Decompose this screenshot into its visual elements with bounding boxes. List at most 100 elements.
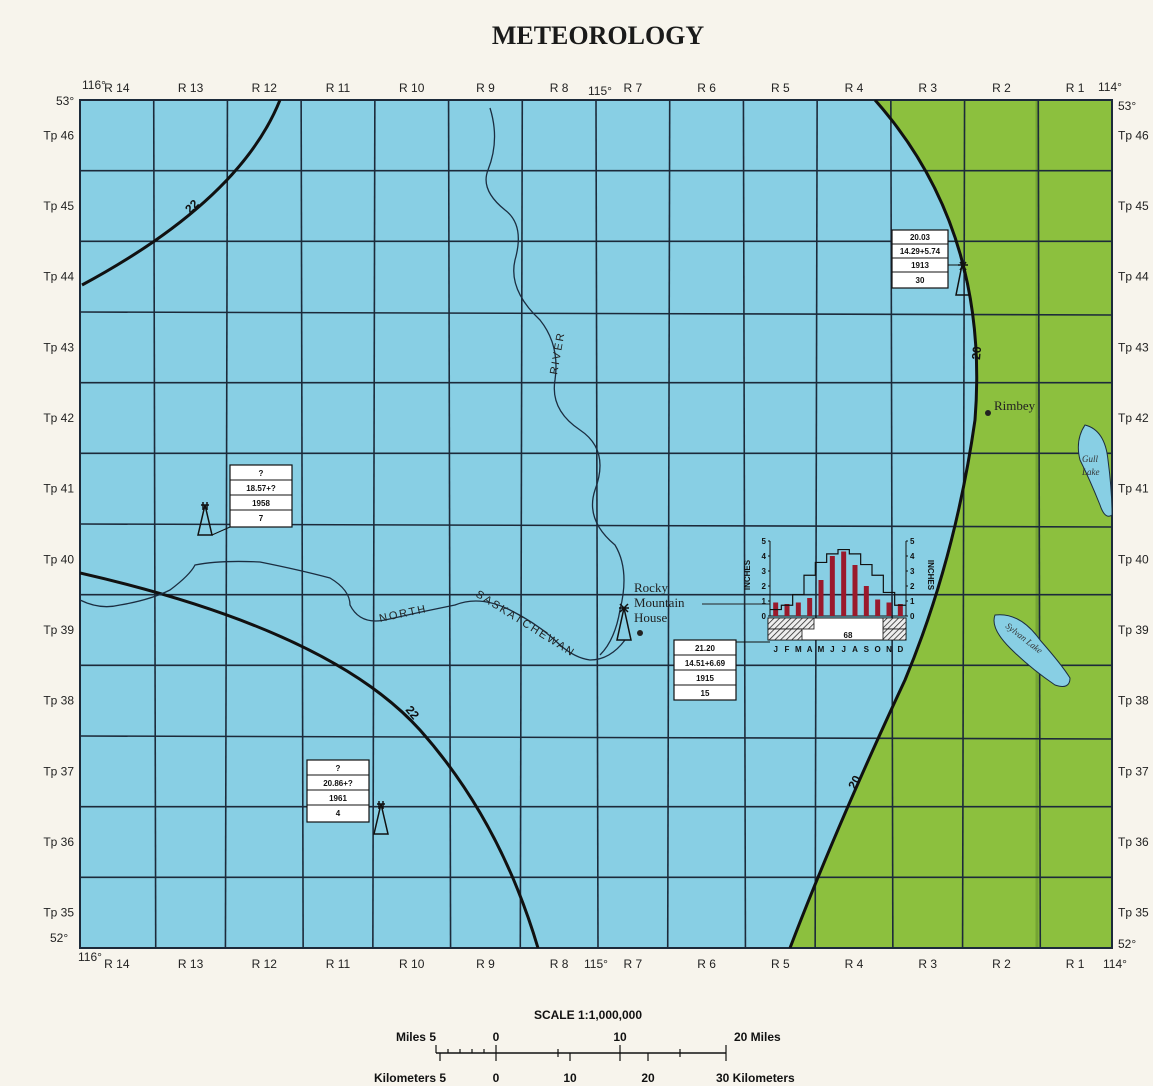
scale-miles-left: Miles 5	[396, 1030, 436, 1044]
ytick-right: 0	[910, 612, 915, 621]
sylvan-lake	[993, 614, 1071, 687]
township-label: Tp 35	[43, 906, 74, 920]
isohyet-20-east	[788, 100, 979, 948]
township-label: Tp 39	[43, 623, 74, 637]
frost-free-days: 68	[844, 631, 853, 640]
precip-bar	[841, 551, 847, 616]
range-label: R 7	[624, 81, 643, 95]
range-label: R 5	[771, 957, 790, 971]
lon-116-top: 116°	[82, 78, 106, 92]
isohyet-22-southwest	[80, 571, 540, 948]
gull-lake-label-2: Lake	[1081, 467, 1100, 477]
rimbey-rain-snow: 14.29+5.74	[900, 247, 941, 256]
rocky-annual-total: 21.20	[695, 644, 716, 653]
range-label: R 3	[918, 957, 937, 971]
station-box-rimbey: 20.03 14.29+5.74 1913 30	[891, 229, 960, 289]
zone-dry-region	[790, 100, 1112, 948]
township-labels-left: Tp 46 Tp 45 Tp 44 Tp 43 Tp 42 Tp 41 Tp 40 Tp 39…	[43, 128, 74, 919]
ytick-left: 5	[762, 537, 767, 546]
range-labels-bottom: R 14 R 13 R 12 R 11 R 10 R 9 R 8 R 7 R 6 R 5 R 4 R …	[104, 957, 1085, 971]
west-years: 7	[259, 514, 264, 523]
range-labels-top: R 14 R 13 R 12 R 11 R 10 R 9 R 8 R 7 R 6 R 5 R 4 R …	[104, 81, 1085, 95]
township-label: Tp 44	[43, 270, 74, 284]
scale-miles-10: 10	[613, 1030, 627, 1044]
range-label: R 7	[624, 957, 643, 971]
township-label: Tp 38	[1118, 694, 1149, 708]
range-label: R 12	[252, 957, 278, 971]
river-north-branch	[485, 107, 625, 656]
range-label: R 10	[399, 81, 425, 95]
station-box-west: ? 18.57+? 1958 7	[211, 464, 293, 536]
range-label: R 3	[918, 81, 937, 95]
west-start-year: 1958	[252, 499, 270, 508]
rocky-mountain-house-dot	[637, 630, 643, 636]
station-icon-rocky	[616, 603, 632, 641]
range-label: R 8	[550, 957, 569, 971]
month-label: A	[852, 645, 858, 654]
township-label: Tp 42	[43, 411, 74, 425]
month-label: F	[785, 645, 790, 654]
range-label: R 1	[1066, 81, 1085, 95]
sw-start-year: 1961	[329, 794, 347, 803]
range-label: R 13	[178, 957, 204, 971]
scale-km-20: 20	[641, 1071, 655, 1085]
ytick-left: 2	[762, 582, 767, 591]
frost-period-spring	[767, 617, 815, 630]
range-label: R 14	[104, 957, 130, 971]
ytick-left: 4	[762, 552, 767, 561]
range-label: R 6	[697, 957, 716, 971]
scale-km-0: 0	[493, 1071, 500, 1085]
temperature-step	[770, 548, 906, 611]
grid-hline	[80, 735, 1112, 740]
ytick-right: 3	[910, 567, 915, 576]
town-rocky-line3: House	[634, 610, 667, 625]
month-label: J	[841, 645, 845, 654]
township-label: Tp 39	[1118, 623, 1149, 637]
gull-lake-label-1: Gull	[1082, 454, 1099, 464]
lon-114-top: 114°	[1098, 80, 1122, 94]
rimbey-dot	[985, 410, 991, 416]
chart-ylabel-right: INCHES	[926, 560, 935, 591]
township-label: Tp 44	[1118, 270, 1149, 284]
range-label: R 1	[1066, 957, 1085, 971]
month-label: A	[807, 645, 813, 654]
rocky-years: 15	[701, 689, 710, 698]
range-label: R 13	[178, 81, 204, 95]
range-label: R 9	[476, 81, 495, 95]
scale-km-left: Kilometers 5	[374, 1071, 446, 1085]
lon-116-bottom: 116°	[78, 950, 102, 964]
precip-bar	[886, 602, 892, 616]
township-label: Tp 41	[43, 482, 74, 496]
month-label: O	[875, 645, 881, 654]
lat-52-left: 52°	[50, 931, 68, 945]
lon-115-top: 115°	[588, 84, 612, 98]
township-label: Tp 40	[1118, 552, 1149, 566]
lat-53-left: 53°	[56, 94, 74, 108]
scale-miles-0: 0	[493, 1030, 500, 1044]
station-icon-southwest	[373, 801, 389, 835]
rocky-start-year: 1915	[696, 674, 714, 683]
precip-bar	[818, 580, 824, 616]
township-label: Tp 45	[43, 199, 74, 213]
township-label: Tp 43	[1118, 340, 1149, 354]
chart-temperature-line	[770, 548, 906, 611]
township-label: Tp 38	[43, 694, 74, 708]
month-label: D	[897, 645, 903, 654]
rimbey-years: 30	[916, 276, 925, 285]
grid-hline	[80, 311, 1112, 316]
lon-115-bottom: 115°	[584, 957, 608, 971]
frost-bar-fall	[882, 628, 907, 641]
range-label: R 12	[252, 81, 278, 95]
month-label: M	[795, 645, 802, 654]
precip-bar	[897, 604, 903, 616]
town-rocky-line1: Rocky	[634, 580, 668, 595]
scale-km-10: 10	[563, 1071, 577, 1085]
township-label: Tp 37	[1118, 764, 1149, 778]
range-label: R 11	[326, 957, 351, 971]
precip-bar	[863, 586, 869, 616]
range-label: R 2	[992, 957, 1011, 971]
town-rimbey: Rimbey	[994, 398, 1036, 413]
scale-km-right: 30 Kilometers	[716, 1071, 795, 1085]
month-label: J	[773, 645, 777, 654]
